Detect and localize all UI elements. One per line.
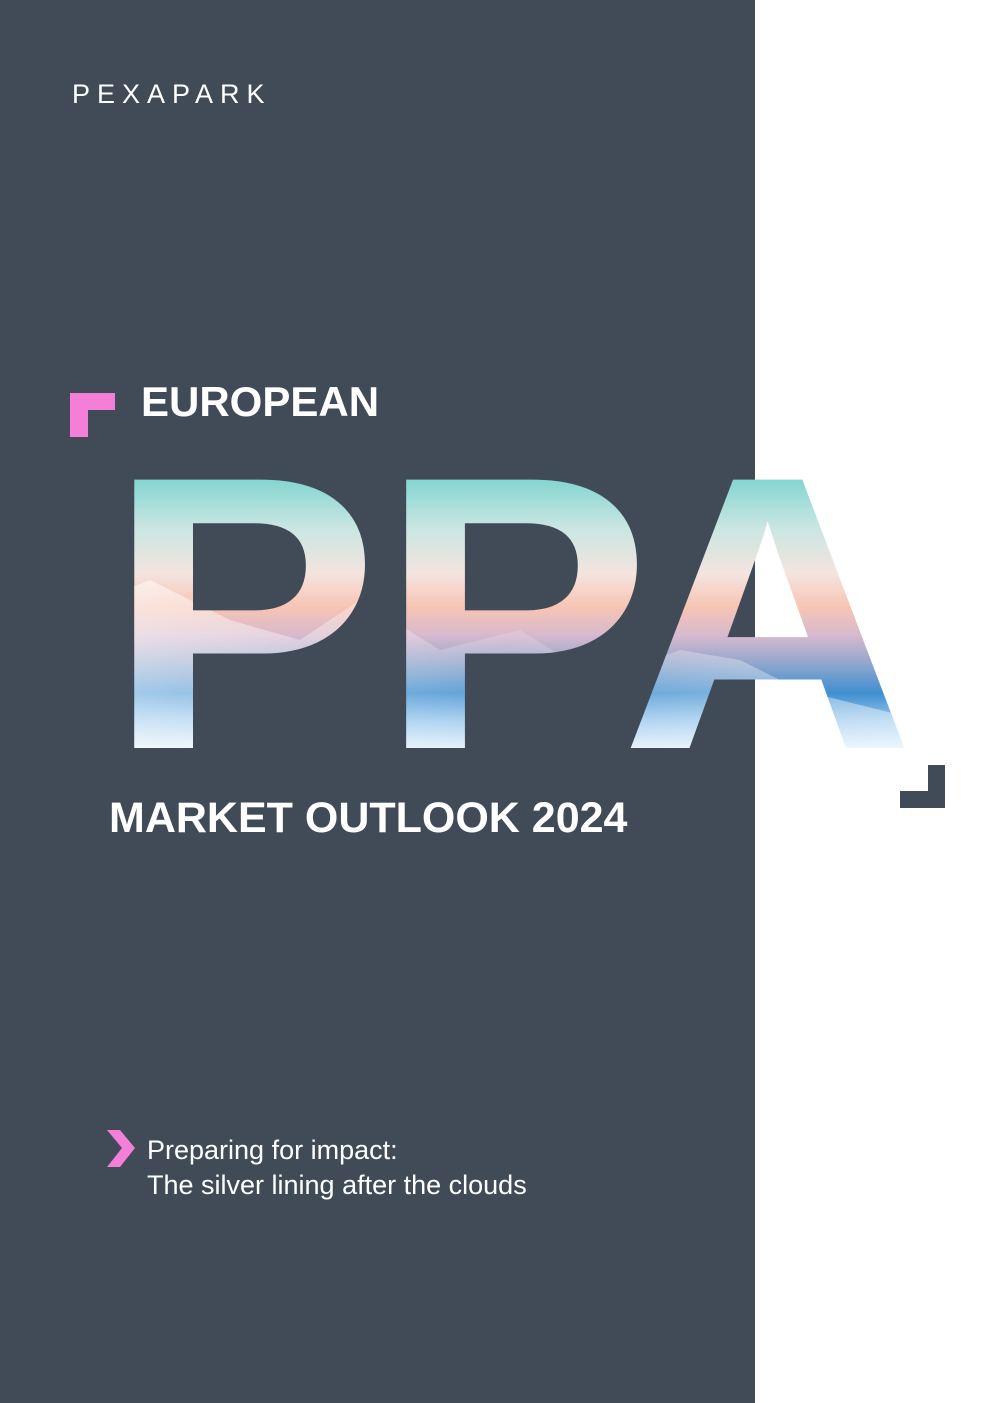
brand-logo: PEXAPARK xyxy=(72,79,272,109)
dark-corner xyxy=(900,765,945,808)
pink-chevron xyxy=(107,1130,135,1167)
title: MARKET OUTLOOK 2024 xyxy=(109,794,628,842)
subtitle-line: The silver lining after the clouds xyxy=(147,1170,527,1200)
kicker: EUROPEAN xyxy=(141,378,379,425)
pink-corner xyxy=(70,393,115,437)
mountain-overlay xyxy=(107,580,915,750)
subtitle-line: Preparing for impact: xyxy=(147,1135,398,1165)
headline: PPA xyxy=(107,395,915,831)
